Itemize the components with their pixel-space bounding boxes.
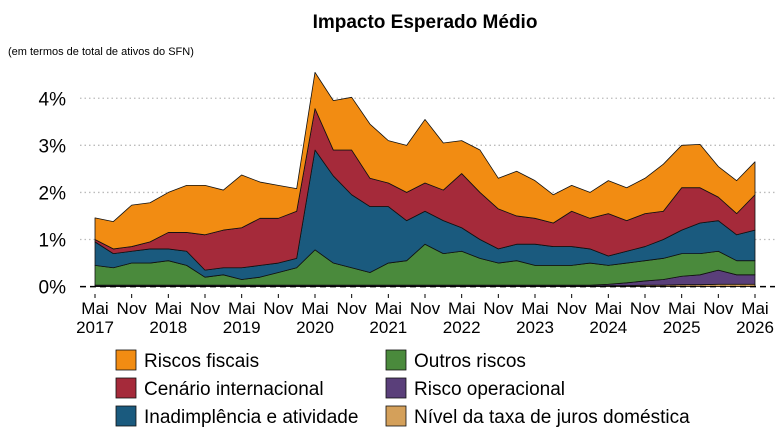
legend-swatch [385,349,407,371]
x-tick-label: Mai 2023 [516,299,554,337]
x-tick-label: Mai 2019 [223,299,261,337]
legend-label: Risco operacional [414,379,565,400]
legend-swatch [115,377,137,399]
x-tick-label-line: Mai [301,299,328,318]
x-tick-label-line: 2018 [149,318,187,337]
legend-swatch [385,405,407,427]
x-tick-label-line: 2019 [223,318,261,337]
x-tick-label: Mai 2025 [663,299,701,337]
area [94,71,756,250]
x-tick-label: Nov [483,299,514,318]
x-tick-label-line: Mai [155,299,182,318]
x-tick-label: Nov [557,299,588,318]
x-tick-label-line: 2021 [369,318,407,337]
x-tick-label-line: 2020 [296,318,334,337]
x-tick-label: Mai 2026 [736,299,774,337]
x-tick-label: Nov [263,299,294,318]
x-tick-label: Nov [630,299,661,318]
y-tick-label: 1% [39,231,67,252]
x-tick-label-line: Nov [263,299,294,318]
legend-label: Riscos fiscais [144,351,259,372]
legend-label: Nível da taxa de juros doméstica [414,407,690,428]
legend-swatch [385,377,407,399]
x-tick-label-line: Mai [668,299,695,318]
x-tick-label-line: 2023 [516,318,554,337]
x-tick-label: Nov [703,299,734,318]
x-tick-label: Nov [190,299,221,318]
legend-label: Inadimplência e atividade [144,407,358,428]
x-tick-label-line: 2026 [736,318,774,337]
x-tick-label-line: 2025 [663,318,701,337]
y-tick-label: 3% [39,136,67,157]
x-tick-label-line: Mai [595,299,622,318]
x-tick-label: Mai 2024 [589,299,627,337]
chart-title: Impacto Esperado Médio [313,12,538,33]
y-tick-label: 4% [39,89,67,110]
legend-swatch [115,405,137,427]
x-tick-label-line: Nov [703,299,734,318]
x-tick-label: Nov [410,299,441,318]
x-tick-label-line: Mai [375,299,402,318]
legend-swatch [115,349,137,371]
x-tick-label: Mai 2018 [149,299,187,337]
x-tick-label-line: Nov [630,299,661,318]
x-tick-label-line: Mai [448,299,475,318]
x-tick-label-line: Nov [190,299,221,318]
x-tick-label-line: Nov [117,299,148,318]
legend-label: Cenário internacional [144,379,324,400]
x-tick-label-line: Mai [81,299,108,318]
x-tick-label: Mai 2021 [369,299,407,337]
x-tick-label: Nov [117,299,148,318]
x-tick-label-line: 2022 [443,318,481,337]
legend-label: Outros riscos [414,351,526,372]
x-tick-label: Mai 2022 [443,299,481,337]
x-tick-label: Mai 2017 [76,299,114,337]
x-tick-label-line: 2024 [589,318,627,337]
x-tick-label-line: Nov [483,299,514,318]
chart-subtitle: (em termos de total de ativos do SFN) [8,46,194,58]
x-tick-label: Mai 2020 [296,299,334,337]
y-tick-label: 0% [39,278,67,299]
x-tick-label-line: Nov [410,299,441,318]
x-tick-label-line: Mai [741,299,768,318]
x-tick-label-line: Mai [521,299,548,318]
x-tick-label-line: Nov [557,299,588,318]
x-tick-label-line: Mai [228,299,255,318]
x-tick-label: Nov [337,299,368,318]
y-tick-label: 2% [39,183,67,204]
x-tick-label-line: Nov [337,299,368,318]
x-tick-label-line: 2017 [76,318,114,337]
